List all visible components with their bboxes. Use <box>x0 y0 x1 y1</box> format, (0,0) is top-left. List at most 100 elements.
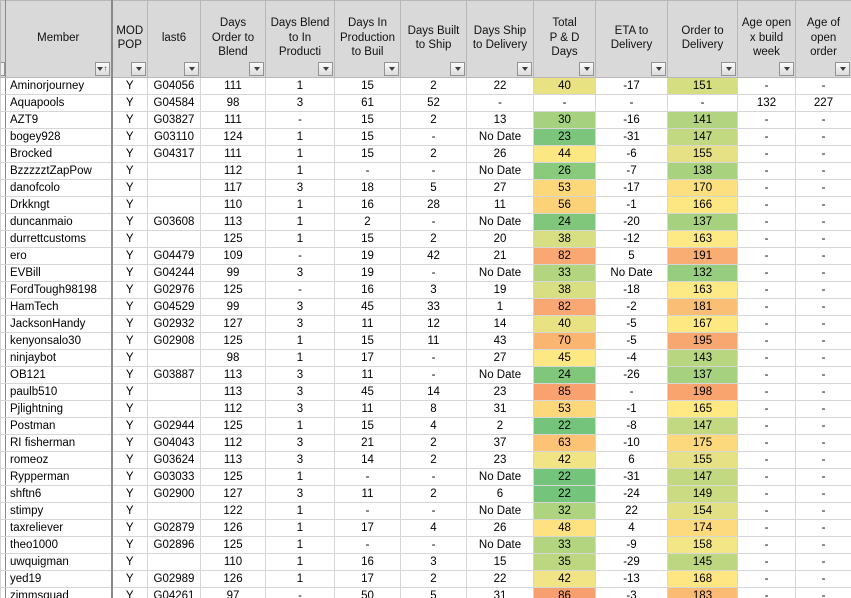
cell-last6[interactable]: G04244 <box>147 263 201 282</box>
cell-days-ship-to-delivery[interactable]: No Date <box>466 127 534 146</box>
cell-order-to-delivery[interactable]: 181 <box>667 297 738 316</box>
cell-days-built-to-ship[interactable]: - <box>400 212 467 231</box>
cell-member[interactable]: romeoz <box>5 450 113 469</box>
cell-eta-to-delivery[interactable]: -5 <box>595 314 668 333</box>
cell-total-pd-days[interactable]: 30 <box>533 110 596 129</box>
cell-member[interactable]: uwquigman <box>5 552 113 571</box>
cell-days-in-production-to-built[interactable]: 11 <box>334 365 401 384</box>
cell-order-to-delivery[interactable]: 137 <box>667 365 738 384</box>
cell-total-pd-days[interactable]: 44 <box>533 144 596 163</box>
cell-age-of-open-order[interactable]: - <box>795 195 851 214</box>
cell-mod-pop[interactable]: Y <box>111 246 148 265</box>
cell-days-order-to-blend[interactable]: 112 <box>200 161 266 180</box>
cell-age-of-open-order[interactable]: - <box>795 246 851 265</box>
cell-days-ship-to-delivery[interactable]: 23 <box>466 450 534 469</box>
cell-days-blend-to-in-production[interactable]: 1 <box>265 552 335 571</box>
cell-days-ship-to-delivery[interactable]: 27 <box>466 178 534 197</box>
cell-age-open-x-build-week[interactable]: - <box>737 314 796 333</box>
cell-days-built-to-ship[interactable]: - <box>400 467 467 486</box>
cell-eta-to-delivery[interactable]: - <box>595 93 668 112</box>
cell-mod-pop[interactable]: Y <box>111 399 148 418</box>
filter-button[interactable] <box>779 61 794 76</box>
cell-member[interactable]: paulb510 <box>5 382 113 401</box>
cell-days-built-to-ship[interactable]: 2 <box>400 433 467 452</box>
cell-eta-to-delivery[interactable]: 6 <box>595 450 668 469</box>
cell-age-of-open-order[interactable]: - <box>795 467 851 486</box>
cell-days-in-production-to-built[interactable]: 61 <box>334 93 401 112</box>
cell-last6[interactable] <box>147 552 201 571</box>
cell-age-open-x-build-week[interactable]: - <box>737 348 796 367</box>
cell-mod-pop[interactable]: Y <box>111 144 148 163</box>
cell-order-to-delivery[interactable]: 166 <box>667 195 738 214</box>
cell-age-open-x-build-week[interactable]: - <box>737 433 796 452</box>
cell-member[interactable]: Aquapools <box>5 93 113 112</box>
cell-age-of-open-order[interactable]: - <box>795 518 851 537</box>
cell-days-ship-to-delivery[interactable]: 14 <box>466 314 534 333</box>
cell-member[interactable]: duncanmaio <box>5 212 113 231</box>
cell-last6[interactable]: G02944 <box>147 416 201 435</box>
cell-order-to-delivery[interactable]: 170 <box>667 178 738 197</box>
cell-days-built-to-ship[interactable]: - <box>400 501 467 520</box>
cell-days-in-production-to-built[interactable]: 19 <box>334 263 401 282</box>
cell-last6[interactable]: G02932 <box>147 314 201 333</box>
cell-order-to-delivery[interactable]: 168 <box>667 569 738 588</box>
cell-order-to-delivery[interactable]: 195 <box>667 331 738 350</box>
cell-member[interactable]: durrettcustoms <box>5 229 113 248</box>
cell-last6[interactable]: G04479 <box>147 246 201 265</box>
cell-age-of-open-order[interactable]: - <box>795 314 851 333</box>
cell-days-in-production-to-built[interactable]: 17 <box>334 348 401 367</box>
cell-total-pd-days[interactable]: 40 <box>533 314 596 333</box>
cell-last6[interactable]: G03887 <box>147 365 201 384</box>
cell-total-pd-days[interactable]: 33 <box>533 263 596 282</box>
cell-age-open-x-build-week[interactable]: - <box>737 518 796 537</box>
cell-order-to-delivery[interactable]: 147 <box>667 416 738 435</box>
cell-order-to-delivery[interactable]: - <box>667 93 738 112</box>
cell-days-blend-to-in-production[interactable]: 1 <box>265 195 335 214</box>
cell-days-built-to-ship[interactable]: 28 <box>400 195 467 214</box>
cell-days-in-production-to-built[interactable]: 2 <box>334 212 401 231</box>
cell-mod-pop[interactable]: Y <box>111 195 148 214</box>
cell-total-pd-days[interactable]: 63 <box>533 433 596 452</box>
cell-days-order-to-blend[interactable]: 113 <box>200 212 266 231</box>
cell-days-blend-to-in-production[interactable]: 1 <box>265 416 335 435</box>
cell-eta-to-delivery[interactable]: -13 <box>595 569 668 588</box>
cell-days-in-production-to-built[interactable]: 50 <box>334 586 401 598</box>
cell-days-built-to-ship[interactable]: 5 <box>400 586 467 598</box>
cell-mod-pop[interactable]: Y <box>111 110 148 129</box>
cell-member[interactable]: HamTech <box>5 297 113 316</box>
cell-age-open-x-build-week[interactable]: - <box>737 365 796 384</box>
cell-order-to-delivery[interactable]: 147 <box>667 127 738 146</box>
cell-eta-to-delivery[interactable]: -17 <box>595 178 668 197</box>
column-header-mod-pop[interactable]: MOD POP <box>111 0 148 78</box>
cell-eta-to-delivery[interactable]: 22 <box>595 501 668 520</box>
cell-age-open-x-build-week[interactable]: - <box>737 229 796 248</box>
cell-total-pd-days[interactable]: 42 <box>533 450 596 469</box>
filter-button[interactable] <box>131 61 146 76</box>
cell-days-in-production-to-built[interactable]: 16 <box>334 280 401 299</box>
cell-eta-to-delivery[interactable]: -16 <box>595 110 668 129</box>
cell-last6[interactable]: G03827 <box>147 110 201 129</box>
cell-days-built-to-ship[interactable]: 14 <box>400 382 467 401</box>
filter-button[interactable] <box>651 61 666 76</box>
cell-days-ship-to-delivery[interactable]: No Date <box>466 365 534 384</box>
cell-days-order-to-blend[interactable]: 97 <box>200 586 266 598</box>
cell-days-ship-to-delivery[interactable]: No Date <box>466 501 534 520</box>
cell-age-open-x-build-week[interactable]: - <box>737 535 796 554</box>
cell-days-order-to-blend[interactable]: 110 <box>200 195 266 214</box>
cell-last6[interactable] <box>147 348 201 367</box>
cell-order-to-delivery[interactable]: 198 <box>667 382 738 401</box>
cell-last6[interactable] <box>147 501 201 520</box>
cell-last6[interactable]: G02900 <box>147 484 201 503</box>
cell-days-order-to-blend[interactable]: 99 <box>200 263 266 282</box>
cell-days-in-production-to-built[interactable]: 11 <box>334 399 401 418</box>
cell-days-in-production-to-built[interactable]: 15 <box>334 110 401 129</box>
cell-mod-pop[interactable]: Y <box>111 501 148 520</box>
cell-age-open-x-build-week[interactable]: - <box>737 178 796 197</box>
cell-order-to-delivery[interactable]: 147 <box>667 467 738 486</box>
cell-age-open-x-build-week[interactable]: - <box>737 416 796 435</box>
cell-days-order-to-blend[interactable]: 117 <box>200 178 266 197</box>
column-header-days-order-to-blend[interactable]: Days Order to Blend <box>200 0 266 78</box>
cell-age-of-open-order[interactable]: - <box>795 297 851 316</box>
cell-order-to-delivery[interactable]: 145 <box>667 552 738 571</box>
column-header-age-of-open-order[interactable]: Age of open order <box>795 0 851 78</box>
